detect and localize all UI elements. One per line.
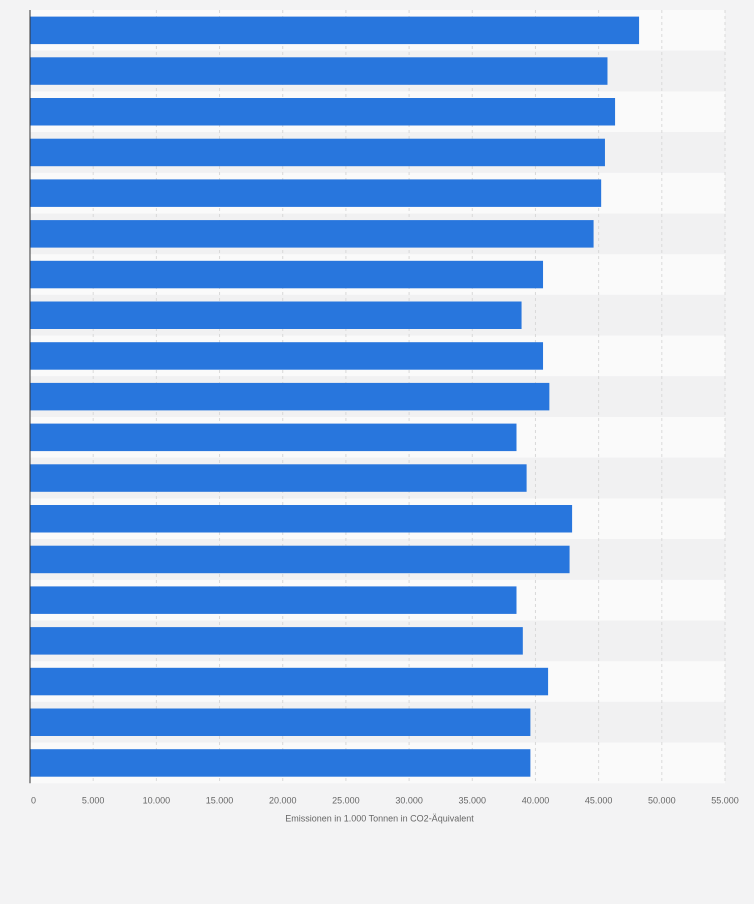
x-tick-label: 40.000 bbox=[522, 795, 550, 805]
x-tick-label: 35.000 bbox=[459, 795, 487, 805]
x-tick-label: 10.000 bbox=[143, 795, 171, 805]
bar-8 bbox=[30, 301, 522, 329]
x-tick-label: 25.000 bbox=[332, 795, 360, 805]
bar-4 bbox=[30, 138, 605, 167]
x-tick-label: 20.000 bbox=[269, 795, 297, 805]
bar-16 bbox=[30, 627, 523, 655]
bar-5 bbox=[30, 179, 602, 207]
x-axis-tick-labels: 0 5.000 10.000 15.000 20.000 25.000 30.000 35.0… bbox=[31, 795, 739, 805]
bar-12 bbox=[30, 464, 527, 492]
x-tick-label: 45.000 bbox=[585, 795, 613, 805]
bar-1 bbox=[30, 16, 640, 45]
bar-7 bbox=[30, 260, 544, 289]
bar-2 bbox=[30, 57, 608, 85]
x-tick-label: 15.000 bbox=[206, 795, 234, 805]
bar-14 bbox=[30, 545, 570, 574]
bar-11 bbox=[30, 423, 517, 452]
x-tick-label: 55.000 bbox=[711, 795, 739, 805]
x-axis-label: Emissionen in 1.000 Tonnen in CO2-Äquiva… bbox=[285, 813, 474, 823]
x-tick-label: 50.000 bbox=[648, 795, 676, 805]
bar-6 bbox=[30, 220, 594, 248]
bar-3 bbox=[30, 98, 616, 126]
bar-10 bbox=[30, 382, 550, 411]
bar-15 bbox=[30, 586, 517, 614]
x-tick-label: 5.000 bbox=[82, 795, 105, 805]
bar-13 bbox=[30, 505, 573, 533]
bar-19 bbox=[30, 749, 531, 777]
bar-9 bbox=[30, 342, 544, 370]
bar-17 bbox=[30, 667, 549, 696]
bar-18 bbox=[30, 708, 531, 736]
x-tick-label: 0 bbox=[31, 795, 36, 805]
bars-group bbox=[30, 16, 640, 777]
x-tick-label: 30.000 bbox=[395, 795, 423, 805]
